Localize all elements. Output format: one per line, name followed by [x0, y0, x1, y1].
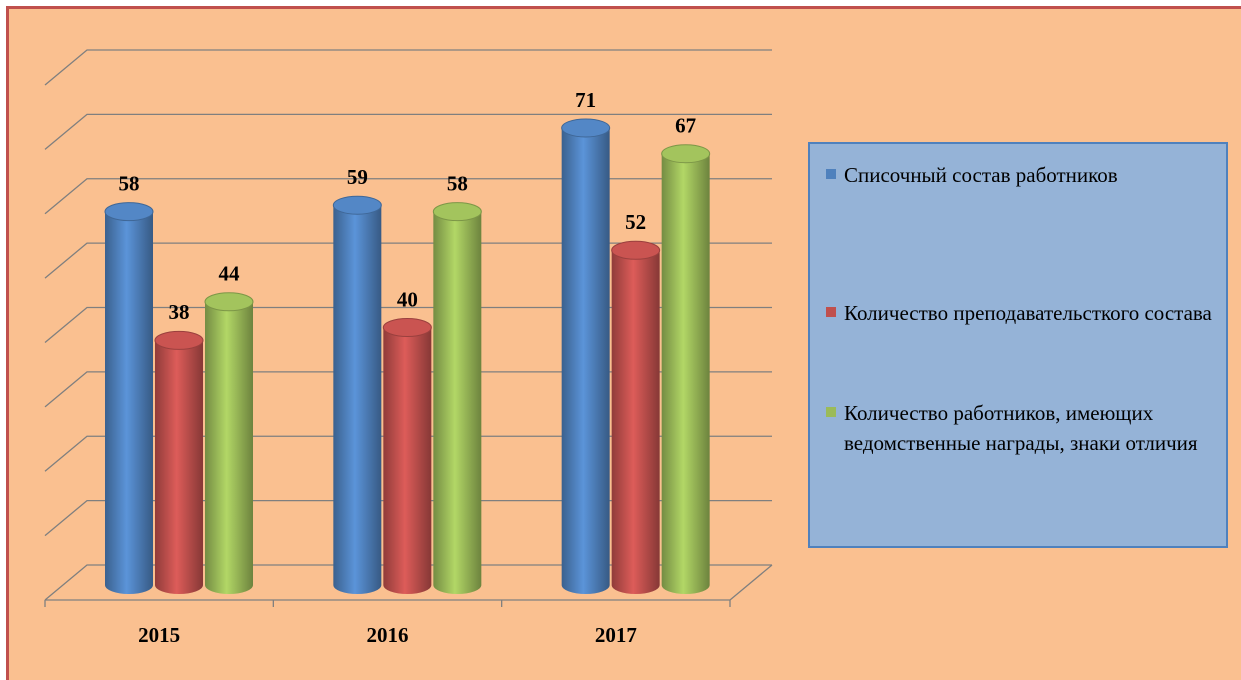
legend-label: Списочный состав работников	[844, 163, 1118, 187]
cylinder-body	[611, 250, 660, 594]
cylinder-body	[383, 327, 432, 594]
x-tick-label: 2016	[367, 623, 409, 647]
data-label: 71	[575, 88, 596, 112]
data-label: 58	[447, 171, 468, 195]
cylinder-body	[661, 153, 710, 594]
x-tick-label: 2015	[138, 623, 180, 647]
cylinder-top	[432, 202, 482, 222]
grid-line	[44, 371, 772, 408]
grid-line	[44, 564, 772, 601]
cylinder-body	[205, 301, 253, 594]
legend-label: Количество работников, имеющих ведомстве…	[844, 401, 1198, 455]
cylinder-top	[154, 330, 204, 350]
cylinder-top	[204, 292, 254, 312]
legend-entry: Списочный состав работников	[826, 160, 1212, 190]
cylinder-top	[382, 318, 432, 337]
x-tick-label: 2017	[595, 623, 637, 647]
grid-line	[44, 499, 772, 537]
grid-line	[44, 435, 772, 472]
data-label: 44	[219, 262, 241, 286]
cylinder-body	[561, 127, 610, 594]
grid-line	[44, 306, 772, 343]
legend-swatch	[826, 307, 836, 317]
cylinder-body	[333, 205, 382, 594]
legend-entry: Количество работников, имеющих ведомстве…	[826, 398, 1212, 458]
legend-swatch	[826, 169, 836, 179]
legend-swatch	[826, 407, 836, 417]
grid-line	[44, 242, 772, 279]
legend: Списочный состав работников Количество пр…	[808, 142, 1228, 548]
cylinder-top	[611, 240, 661, 260]
cylinder-top	[661, 144, 711, 164]
cylinder-body	[105, 211, 153, 594]
cylinder-top	[561, 118, 611, 138]
cylinder-body	[433, 211, 482, 594]
data-label: 40	[397, 287, 418, 311]
legend-entry: Количество преподавательсткого состава	[826, 298, 1212, 328]
grid-line	[44, 49, 772, 86]
data-label: 67	[675, 114, 696, 138]
cylinder-body	[155, 340, 203, 594]
cylinder-top	[332, 195, 382, 215]
data-label: 52	[625, 210, 646, 234]
data-label: 38	[169, 300, 190, 324]
data-label: 58	[119, 171, 140, 195]
grid-line	[44, 113, 772, 150]
data-label: 59	[347, 165, 368, 189]
legend-label: Количество преподавательсткого состава	[844, 301, 1212, 325]
grid-line	[44, 178, 772, 215]
cylinder-top	[104, 202, 154, 222]
